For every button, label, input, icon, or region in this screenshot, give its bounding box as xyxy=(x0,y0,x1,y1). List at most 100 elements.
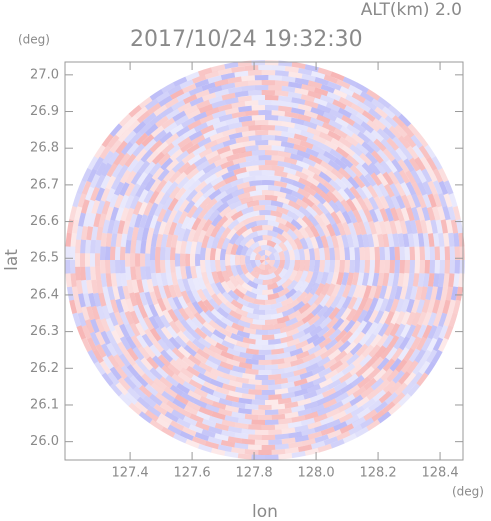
radar-cell xyxy=(394,220,403,235)
radar-cell xyxy=(114,194,124,209)
radar-cell xyxy=(366,388,381,401)
radar-cell xyxy=(176,330,190,344)
radar-cell xyxy=(132,346,145,361)
radar-cell xyxy=(359,260,365,274)
radar-cell xyxy=(203,129,218,139)
radar-cell xyxy=(397,273,405,287)
radar-cell xyxy=(134,292,143,307)
radar-cell xyxy=(113,152,125,166)
radar-cell xyxy=(208,415,223,425)
radar-cell xyxy=(376,379,390,392)
radar-cell xyxy=(324,139,339,151)
radar-cell xyxy=(298,332,312,343)
radar-cell xyxy=(93,213,102,228)
radar-cell xyxy=(337,318,350,332)
radar-cell xyxy=(339,423,354,434)
radar-cell xyxy=(336,272,344,286)
radar-cell xyxy=(453,232,460,247)
radar-cell xyxy=(86,337,98,352)
radar-cell xyxy=(404,260,411,274)
radar-cell xyxy=(281,381,295,389)
radar-cell xyxy=(189,413,204,424)
radar-cell xyxy=(156,91,170,103)
radar-cell xyxy=(315,271,324,285)
radar-cell xyxy=(395,298,405,313)
radar-cell xyxy=(376,357,390,371)
radar-cell xyxy=(270,210,283,218)
radar-cell xyxy=(168,284,178,299)
radar-cell xyxy=(155,141,169,154)
radar-cell xyxy=(424,144,436,159)
radar-cell xyxy=(369,260,376,274)
radar-cell xyxy=(330,211,342,225)
radar-cell xyxy=(315,124,330,135)
radar-cell xyxy=(118,353,131,368)
radar-cell xyxy=(373,310,385,324)
radar-cell xyxy=(322,180,336,193)
radar-cell xyxy=(154,315,165,330)
radar-cell xyxy=(138,384,153,398)
radar-cell xyxy=(185,266,193,280)
radar-cell xyxy=(320,84,335,94)
radar-cell xyxy=(235,225,248,237)
radar-cell xyxy=(126,158,139,173)
radar-cell xyxy=(302,353,317,363)
radar-cell xyxy=(176,382,190,395)
radar-cell xyxy=(274,170,288,178)
radar-cell xyxy=(301,438,316,447)
radar-cell xyxy=(309,282,320,296)
radar-cell xyxy=(268,252,276,260)
radar-cell xyxy=(247,210,260,218)
radar-cell xyxy=(286,279,298,292)
radar-cell xyxy=(162,196,174,211)
radar-cell xyxy=(281,297,294,307)
radar-cell xyxy=(182,278,191,292)
radar-cell xyxy=(119,182,130,197)
radar-cell xyxy=(345,414,360,426)
radar-cell xyxy=(294,388,309,397)
radar-cell xyxy=(153,285,162,300)
radar-cell xyxy=(150,260,156,274)
radar-cell xyxy=(219,149,234,159)
radar-cell xyxy=(328,306,341,321)
radar-cell xyxy=(183,94,198,105)
radar-cell xyxy=(402,272,410,287)
radar-cell xyxy=(118,393,132,407)
radar-cell xyxy=(241,383,256,390)
radar-cell xyxy=(298,302,311,314)
radar-cell xyxy=(288,81,303,89)
radar-cell xyxy=(127,387,141,401)
radar-cell xyxy=(285,193,299,203)
radar-cell xyxy=(173,284,183,298)
radar-cell xyxy=(267,220,280,228)
radar-cell xyxy=(80,239,87,254)
radar-cell xyxy=(326,418,341,429)
radar-cell xyxy=(342,76,357,87)
radar-cell xyxy=(301,215,314,228)
radar-cell xyxy=(155,366,169,379)
radar-cell xyxy=(349,394,364,407)
radar-cell xyxy=(405,170,416,185)
radar-cell xyxy=(317,67,332,77)
radar-cell xyxy=(328,199,341,214)
radar-cell xyxy=(440,219,448,234)
radar-cell xyxy=(377,96,392,109)
radar-cell xyxy=(172,110,187,122)
radar-cell xyxy=(215,260,222,272)
radar-cell xyxy=(248,424,262,430)
radar-cell xyxy=(131,226,139,241)
radar-cell xyxy=(289,163,304,173)
radar-cell xyxy=(408,348,421,363)
radar-cell xyxy=(159,402,174,414)
radar-cell xyxy=(385,159,398,174)
radar-cell xyxy=(358,332,371,346)
radar-cell xyxy=(443,232,450,247)
radar-cell xyxy=(81,180,92,195)
radar-cell xyxy=(384,310,395,326)
radar-cell xyxy=(135,183,146,198)
radar-cell xyxy=(144,383,159,397)
radar-cell xyxy=(115,233,123,247)
radar-cell xyxy=(432,180,443,195)
radar-cell xyxy=(164,411,179,423)
radar-cell xyxy=(261,389,276,396)
